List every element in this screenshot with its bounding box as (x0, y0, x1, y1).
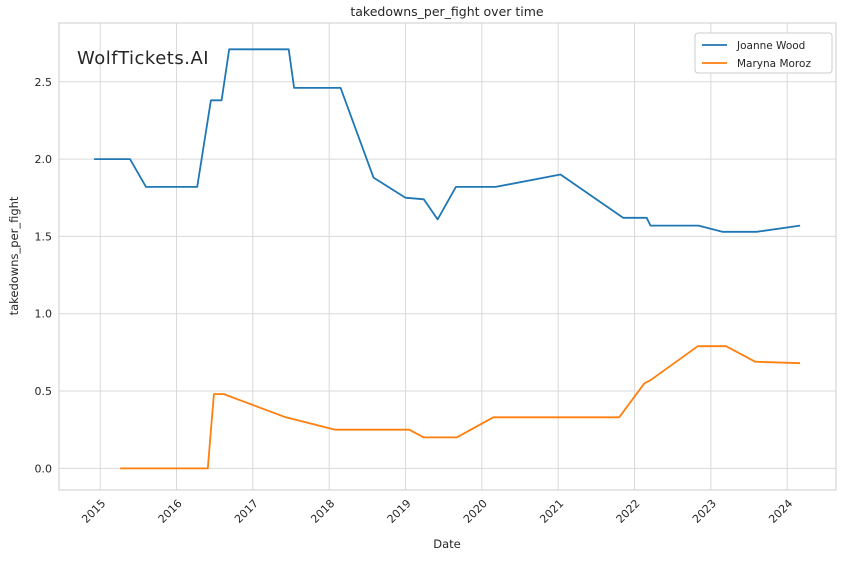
x-tick-label: 2019 (385, 497, 414, 526)
y-tick-label: 0.5 (35, 385, 53, 398)
watermark-text: WolfTickets.AI (77, 48, 209, 69)
x-tick-labels: 2015 2016 2017 2018 2019 2020 2021 2022 2023 2024 (79, 497, 795, 526)
y-axis-label: takedowns_per_fight (7, 196, 21, 315)
series-line-joanne-wood (94, 48, 801, 233)
series-line-maryna-moroz (120, 345, 801, 470)
x-tick-label: 2024 (766, 497, 795, 526)
y-tick-label: 0.0 (35, 462, 53, 475)
plot-area (59, 23, 836, 490)
x-tick-label: 2015 (79, 497, 108, 526)
y-tick-label: 2.0 (35, 153, 53, 166)
x-tick-label: 2018 (308, 497, 337, 526)
y-tick-label: 1.0 (35, 308, 53, 321)
y-tick-labels: 0.0 0.5 1.0 1.5 2.0 2.5 (35, 76, 53, 476)
legend-box (694, 32, 833, 74)
x-tick-label: 2021 (537, 497, 566, 526)
x-tick-label: 2020 (461, 497, 490, 526)
series-layer (94, 48, 801, 470)
legend: Joanne Wood Maryna Moroz (694, 32, 833, 74)
x-tick-label: 2017 (232, 497, 261, 526)
x-tick-label: 2016 (156, 497, 185, 526)
y-tick-label: 1.5 (35, 230, 53, 243)
x-tick-label: 2022 (614, 497, 643, 526)
y-tick-label: 2.5 (35, 76, 53, 89)
x-axis-label: Date (433, 537, 461, 551)
plot-border (58, 22, 837, 491)
x-tick-label: 2023 (690, 497, 719, 526)
legend-label: Joanne Wood (736, 40, 805, 52)
legend-label: Maryna Moroz (737, 58, 811, 70)
chart-title: takedowns_per_fight over time (350, 4, 544, 19)
